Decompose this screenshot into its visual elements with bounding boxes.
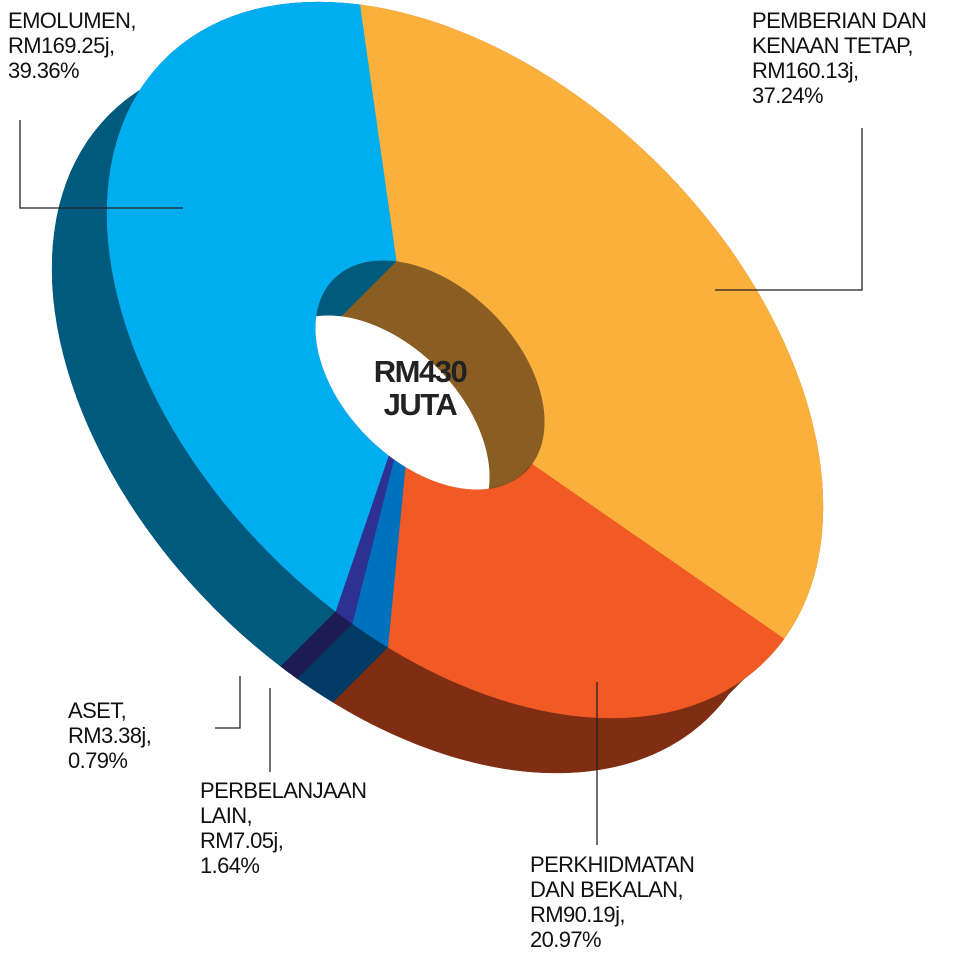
value-label: 1.64% xyxy=(200,853,260,878)
slice-label: PERBELANJAAN LAIN, RM7.05j, 1.64% xyxy=(200,778,367,878)
amount-label: RM160.13j, xyxy=(752,58,859,83)
value-label: 0.79% xyxy=(68,748,128,773)
category-label: PERBELANJAAN LAIN, xyxy=(200,778,367,828)
value-label: 37.24% xyxy=(752,83,824,108)
amount-label: RM7.05j, xyxy=(200,828,284,853)
center-label: RM430 JUTA xyxy=(373,354,468,422)
value-label: 39.36% xyxy=(8,58,80,83)
amount-label: RM90.19j, xyxy=(530,902,625,927)
category-label: PERKHIDMATAN DAN BEKALAN, xyxy=(530,852,695,902)
leader-line xyxy=(715,128,863,291)
leader-line xyxy=(215,676,241,729)
leader-line xyxy=(19,120,183,209)
category-label: PEMBERIAN DAN KENAAN TETAP, xyxy=(752,8,927,58)
category-label: ASET, xyxy=(68,698,127,723)
value-label: 20.97% xyxy=(530,927,602,952)
amount-label: RM169.25j, xyxy=(8,33,115,58)
category-label: EMOLUMEN, xyxy=(8,8,136,33)
slice-label: ASET, RM3.38j, 0.79% xyxy=(68,698,152,773)
amount-label: RM3.38j, xyxy=(68,723,152,748)
slice-label: PERKHIDMATAN DAN BEKALAN, RM90.19j, 20.97% xyxy=(530,852,695,952)
slice-label: PEMBERIAN DAN KENAAN TETAP, RM160.13j, 37.… xyxy=(752,8,927,108)
slice-label: EMOLUMEN, RM169.25j, 39.36% xyxy=(8,8,136,83)
